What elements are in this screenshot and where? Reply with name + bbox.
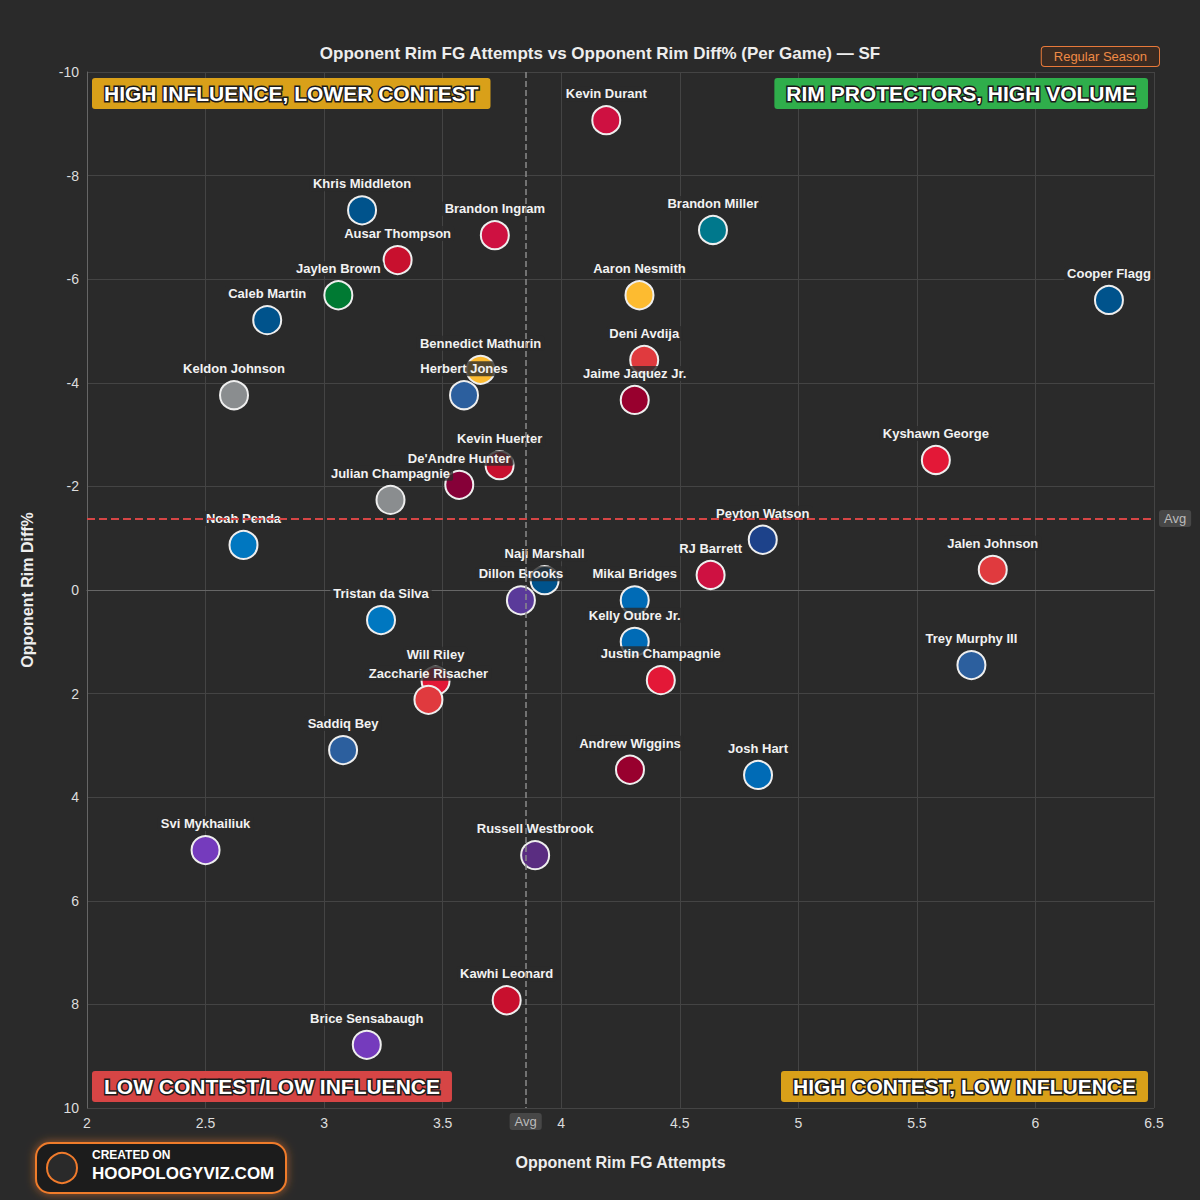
svg-text:Svi Mykhailiuk: Svi Mykhailiuk: [161, 816, 251, 831]
svg-text:Avg: Avg: [515, 1114, 537, 1129]
svg-text:Mikal Bridges: Mikal Bridges: [592, 566, 677, 581]
svg-text:3: 3: [320, 1115, 328, 1131]
svg-text:Brice Sensabaugh: Brice Sensabaugh: [310, 1011, 423, 1026]
svg-text:8: 8: [71, 996, 79, 1012]
svg-text:Kawhi Leonard: Kawhi Leonard: [460, 966, 553, 981]
svg-text:Herbert Jones: Herbert Jones: [420, 361, 507, 376]
svg-text:6: 6: [71, 893, 79, 909]
svg-text:-6: -6: [67, 271, 80, 287]
svg-text:HOOPOLOGYVIZ.COM: HOOPOLOGYVIZ.COM: [92, 1164, 274, 1183]
svg-text:Caleb Martin: Caleb Martin: [228, 286, 306, 301]
svg-text:Tristan da Silva: Tristan da Silva: [333, 586, 429, 601]
svg-text:3.5: 3.5: [433, 1115, 453, 1131]
svg-text:Deni Avdija: Deni Avdija: [609, 326, 680, 341]
svg-text:Ausar Thompson: Ausar Thompson: [344, 226, 451, 241]
svg-text:4.5: 4.5: [670, 1115, 690, 1131]
svg-text:Avg: Avg: [1164, 511, 1186, 526]
svg-text:2: 2: [71, 686, 79, 702]
svg-text:Noah Penda: Noah Penda: [205, 510, 282, 526]
svg-text:Opponent Rim FG Attempts vs Op: Opponent Rim FG Attempts vs Opponent Rim…: [320, 44, 880, 63]
svg-text:5.5: 5.5: [907, 1115, 927, 1131]
svg-text:Kyshawn George: Kyshawn George: [883, 426, 989, 441]
svg-text:Opponent Rim Diff%: Opponent Rim Diff%: [19, 512, 36, 668]
svg-text:Naji Marshall: Naji Marshall: [505, 546, 585, 561]
svg-text:-4: -4: [67, 375, 80, 391]
svg-text:0: 0: [71, 582, 79, 598]
svg-text:4: 4: [557, 1115, 565, 1131]
svg-text:RJ Barrett: RJ Barrett: [679, 541, 743, 556]
svg-text:Kevin Huerter: Kevin Huerter: [457, 431, 542, 446]
svg-text:HIGH INFLUENCE, LOWER CONTEST: HIGH INFLUENCE, LOWER CONTEST: [104, 82, 479, 105]
svg-text:Peyton Watson: Peyton Watson: [716, 505, 810, 521]
svg-text:6.5: 6.5: [1144, 1115, 1164, 1131]
svg-text:-10: -10: [59, 64, 79, 80]
svg-text:Zaccharie Risacher: Zaccharie Risacher: [369, 666, 488, 681]
svg-text:Kelly Oubre Jr.: Kelly Oubre Jr.: [589, 608, 681, 623]
svg-text:Aaron Nesmith: Aaron Nesmith: [593, 261, 686, 276]
svg-text:Regular Season: Regular Season: [1054, 49, 1147, 64]
svg-text:-2: -2: [67, 478, 80, 494]
svg-text:Dillon Brooks: Dillon Brooks: [479, 566, 564, 581]
svg-text:Jalen Johnson: Jalen Johnson: [947, 536, 1038, 551]
svg-text:Jaylen Brown: Jaylen Brown: [296, 261, 381, 276]
svg-text:-8: -8: [67, 168, 80, 184]
svg-text:CREATED ON: CREATED ON: [92, 1148, 170, 1162]
svg-text:Brandon Ingram: Brandon Ingram: [445, 201, 545, 216]
svg-text:De'Andre Hunter: De'Andre Hunter: [408, 451, 511, 466]
svg-text:Saddiq Bey: Saddiq Bey: [308, 716, 380, 731]
svg-text:Julian Champagnie: Julian Champagnie: [331, 466, 450, 481]
svg-text:Trey Murphy III: Trey Murphy III: [926, 631, 1018, 646]
svg-text:Keldon Johnson: Keldon Johnson: [183, 361, 285, 376]
svg-text:Andrew Wiggins: Andrew Wiggins: [579, 736, 681, 751]
svg-text:6: 6: [1032, 1115, 1040, 1131]
svg-text:Cooper Flagg: Cooper Flagg: [1067, 266, 1151, 281]
svg-text:Russell Westbrook: Russell Westbrook: [477, 821, 595, 836]
svg-text:Justin Champagnie: Justin Champagnie: [601, 646, 721, 661]
svg-text:Brandon Miller: Brandon Miller: [667, 196, 758, 211]
svg-text:Opponent Rim FG Attempts: Opponent Rim FG Attempts: [515, 1154, 725, 1171]
svg-text:5: 5: [794, 1115, 802, 1131]
svg-text:2.5: 2.5: [196, 1115, 216, 1131]
svg-text:2: 2: [83, 1115, 91, 1131]
svg-text:Bennedict Mathurin: Bennedict Mathurin: [420, 336, 541, 351]
svg-text:RIM PROTECTORS, HIGH VOLUME: RIM PROTECTORS, HIGH VOLUME: [786, 82, 1136, 105]
svg-text:Will Riley: Will Riley: [407, 647, 465, 662]
svg-text:Khris Middleton: Khris Middleton: [313, 176, 411, 191]
svg-text:HIGH CONTEST, LOW INFLUENCE: HIGH CONTEST, LOW INFLUENCE: [793, 1075, 1136, 1098]
svg-text:4: 4: [71, 789, 79, 805]
svg-text:Josh Hart: Josh Hart: [728, 741, 789, 756]
svg-text:LOW CONTEST/LOW INFLUENCE: LOW CONTEST/LOW INFLUENCE: [104, 1075, 440, 1098]
svg-text:10: 10: [63, 1100, 79, 1116]
svg-text:Jaime Jaquez Jr.: Jaime Jaquez Jr.: [583, 366, 686, 381]
svg-text:Kevin Durant: Kevin Durant: [566, 86, 648, 101]
